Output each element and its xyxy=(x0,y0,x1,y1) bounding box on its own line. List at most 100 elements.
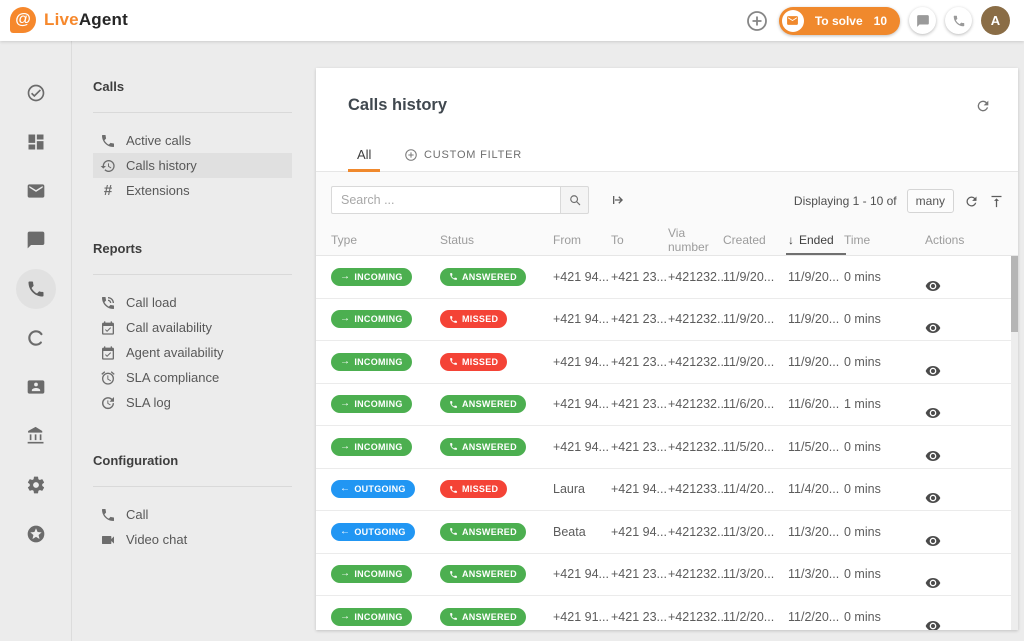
search-button[interactable] xyxy=(560,186,589,214)
dashboard-icon xyxy=(26,132,46,152)
ended-cell: 11/3/20... xyxy=(788,525,844,539)
phone-icon xyxy=(449,357,458,366)
view-call-button[interactable] xyxy=(925,405,1006,421)
sidebar-item-calls-history[interactable]: Calls history xyxy=(93,153,292,178)
chat-icon xyxy=(916,14,930,28)
rail-item-dashboard[interactable] xyxy=(0,117,71,166)
ended-cell: 11/2/20... xyxy=(788,610,844,624)
view-call-button[interactable] xyxy=(925,618,1006,630)
column-header-actions[interactable]: Actions xyxy=(925,225,1006,255)
call-row[interactable]: →INCOMINGANSWERED+421 94...+421 23...+42… xyxy=(316,426,1018,469)
time-cell: 0 mins xyxy=(844,440,925,454)
logo-text-live: Live xyxy=(44,10,79,29)
call-row[interactable]: →INCOMINGMISSED+421 94...+421 23...+4212… xyxy=(316,341,1018,384)
eye-icon xyxy=(925,618,1006,630)
column-header-created[interactable]: Created xyxy=(723,225,788,255)
rail-item-billing[interactable] xyxy=(0,411,71,460)
plus-circle-icon xyxy=(404,148,418,162)
to-cell: +421 94... xyxy=(611,525,668,539)
ended-cell: 11/6/20... xyxy=(788,397,844,411)
scrollbar-thumb[interactable] xyxy=(1011,256,1018,332)
status-badge: MISSED xyxy=(440,353,507,371)
column-header-ended[interactable]: ↓Ended xyxy=(788,225,844,255)
view-call-button[interactable] xyxy=(925,320,1006,336)
total-count-button[interactable]: many xyxy=(907,189,954,213)
scroll-to-top-icon[interactable] xyxy=(989,194,1004,209)
ended-cell: 11/4/20... xyxy=(788,482,844,496)
sidebar-item-video-chat[interactable]: Video chat xyxy=(93,527,292,552)
column-header-status[interactable]: Status xyxy=(440,225,553,255)
search-input[interactable] xyxy=(331,186,560,214)
column-header-from[interactable]: From xyxy=(553,225,611,255)
arrow-right-icon: → xyxy=(340,612,350,622)
view-call-button[interactable] xyxy=(925,490,1006,506)
sidebar-section-title: Reports xyxy=(93,241,292,257)
logo-bubble-icon: @ xyxy=(10,7,36,33)
column-header-to[interactable]: To xyxy=(611,225,668,255)
view-call-button[interactable] xyxy=(925,278,1006,294)
phone-icon xyxy=(449,315,458,324)
call-row[interactable]: ←OUTGOINGMISSEDLaura+421 94...+421233...… xyxy=(316,469,1018,512)
rail-item-settings[interactable] xyxy=(0,460,71,509)
plus-circle-icon xyxy=(745,9,769,33)
jump-forward-button[interactable] xyxy=(611,192,627,208)
refresh-icon[interactable] xyxy=(975,98,991,114)
call-row[interactable]: →INCOMINGANSWERED+421 94...+421 23...+42… xyxy=(316,384,1018,427)
via-number-cell: +421232... xyxy=(668,312,723,326)
via-number-cell: +421232... xyxy=(668,397,723,411)
rail-item-tickets[interactable] xyxy=(0,166,71,215)
table-scrollbar[interactable] xyxy=(1011,256,1018,630)
call-row[interactable]: →INCOMINGANSWERED+421 94...+421 23...+42… xyxy=(316,554,1018,597)
avatar[interactable]: A xyxy=(981,6,1010,35)
tab-custom-filter[interactable]: CUSTOM FILTER xyxy=(404,138,522,172)
column-header-type[interactable]: Type xyxy=(331,225,440,255)
call-row[interactable]: →INCOMINGANSWERED+421 94...+421 23...+42… xyxy=(316,256,1018,299)
sidebar-item-sla-compliance[interactable]: SLA compliance xyxy=(93,365,292,390)
rail-item-upgrade[interactable] xyxy=(0,509,71,558)
sidebar-item-label: SLA log xyxy=(126,395,171,410)
from-cell: +421 94... xyxy=(553,440,611,454)
calls-quick-button[interactable] xyxy=(945,7,972,34)
status-badge: ANSWERED xyxy=(440,268,526,286)
ended-cell: 11/3/20... xyxy=(788,567,844,581)
to-solve-count: 10 xyxy=(874,14,887,28)
column-header-via-number[interactable]: Via number xyxy=(668,225,723,255)
rail-item-social[interactable] xyxy=(0,313,71,362)
rail-item-contacts[interactable] xyxy=(0,362,71,411)
via-number-cell: +421232... xyxy=(668,270,723,284)
search-icon xyxy=(568,193,582,207)
refresh-icon[interactable] xyxy=(964,194,979,209)
contact-card-icon xyxy=(26,377,46,397)
rail-item-calls[interactable] xyxy=(0,264,71,313)
created-cell: 11/5/20... xyxy=(723,440,788,454)
call-row[interactable]: →INCOMINGMISSED+421 94...+421 23...+4212… xyxy=(316,299,1018,342)
view-call-button[interactable] xyxy=(925,575,1006,591)
call-row[interactable]: →INCOMINGANSWERED+421 91...+421 23...+42… xyxy=(316,596,1018,630)
to-solve-label: To solve xyxy=(815,14,863,28)
sidebar-item-agent-availability[interactable]: Agent availability xyxy=(93,340,292,365)
to-solve-button[interactable]: To solve 10 xyxy=(779,7,900,35)
type-badge: ←OUTGOING xyxy=(331,523,415,541)
eye-icon xyxy=(925,448,1006,464)
sidebar-item-extensions[interactable]: #Extensions xyxy=(93,178,292,203)
chats-quick-button[interactable] xyxy=(909,7,936,34)
tab-all[interactable]: All xyxy=(348,138,380,172)
time-cell: 0 mins xyxy=(844,312,925,326)
sidebar-item-sla-log[interactable]: SLA log xyxy=(93,390,292,415)
sidebar-item-call-load[interactable]: Call load xyxy=(93,290,292,315)
view-call-button[interactable] xyxy=(925,363,1006,379)
rail-item-tasks[interactable] xyxy=(0,68,71,117)
add-button[interactable] xyxy=(744,8,770,34)
rail-item-chats[interactable] xyxy=(0,215,71,264)
sidebar-item-active-calls[interactable]: Active calls xyxy=(93,128,292,153)
view-call-button[interactable] xyxy=(925,448,1006,464)
eye-icon xyxy=(925,320,1006,336)
icon-rail xyxy=(0,41,72,641)
view-call-button[interactable] xyxy=(925,533,1006,549)
sidebar-item-call-availability[interactable]: Call availability xyxy=(93,315,292,340)
sidebar-item-call[interactable]: Call xyxy=(93,502,292,527)
call-row[interactable]: ←OUTGOINGANSWEREDBeata+421 94...+421232.… xyxy=(316,511,1018,554)
sidebar-item-label: Call availability xyxy=(126,320,212,335)
column-header-time[interactable]: Time xyxy=(844,225,925,255)
ended-cell: 11/9/20... xyxy=(788,270,844,284)
